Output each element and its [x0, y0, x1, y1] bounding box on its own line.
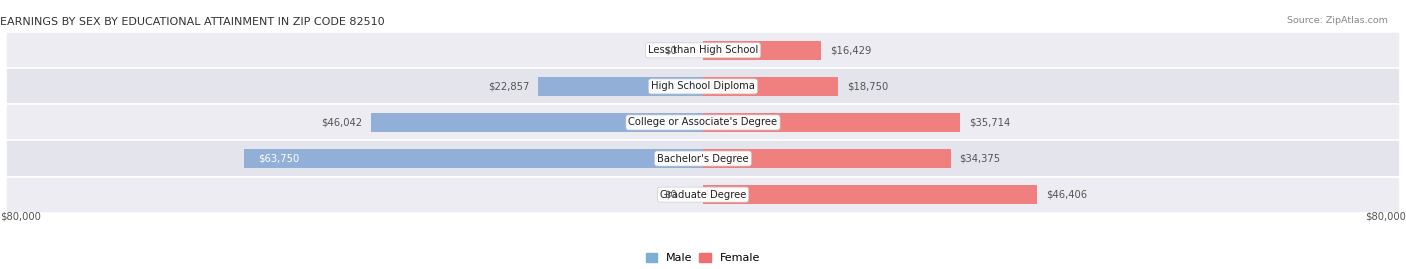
Text: $80,000: $80,000	[0, 212, 41, 222]
Text: $46,406: $46,406	[1046, 190, 1087, 200]
Text: College or Associate's Degree: College or Associate's Degree	[628, 118, 778, 128]
Text: $0: $0	[664, 45, 678, 55]
Legend: Male, Female: Male, Female	[641, 248, 765, 268]
Bar	[7, 176, 1399, 213]
Text: $0: $0	[664, 190, 678, 200]
Text: $16,429: $16,429	[830, 45, 872, 55]
Bar	[7, 32, 1399, 68]
Text: $35,714: $35,714	[969, 118, 1010, 128]
Bar	[703, 41, 821, 60]
Text: $63,750: $63,750	[259, 154, 299, 164]
Text: EARNINGS BY SEX BY EDUCATIONAL ATTAINMENT IN ZIP CODE 82510: EARNINGS BY SEX BY EDUCATIONAL ATTAINMEN…	[0, 17, 385, 27]
Bar	[7, 68, 1399, 104]
Text: Source: ZipAtlas.com: Source: ZipAtlas.com	[1286, 16, 1388, 25]
Bar	[371, 113, 703, 132]
Text: Graduate Degree: Graduate Degree	[659, 190, 747, 200]
Bar	[703, 185, 1038, 204]
Text: $80,000: $80,000	[1365, 212, 1406, 222]
Text: $18,750: $18,750	[846, 82, 889, 91]
Bar	[703, 77, 838, 96]
Bar	[703, 113, 960, 132]
Bar	[7, 140, 1399, 176]
Bar	[7, 104, 1399, 140]
Text: Less than High School: Less than High School	[648, 45, 758, 55]
Bar	[703, 149, 950, 168]
Bar	[243, 149, 703, 168]
Text: Bachelor's Degree: Bachelor's Degree	[657, 154, 749, 164]
Text: $34,375: $34,375	[959, 154, 1000, 164]
Text: $22,857: $22,857	[488, 82, 530, 91]
Text: $46,042: $46,042	[322, 118, 363, 128]
Text: High School Diploma: High School Diploma	[651, 82, 755, 91]
Bar	[538, 77, 703, 96]
